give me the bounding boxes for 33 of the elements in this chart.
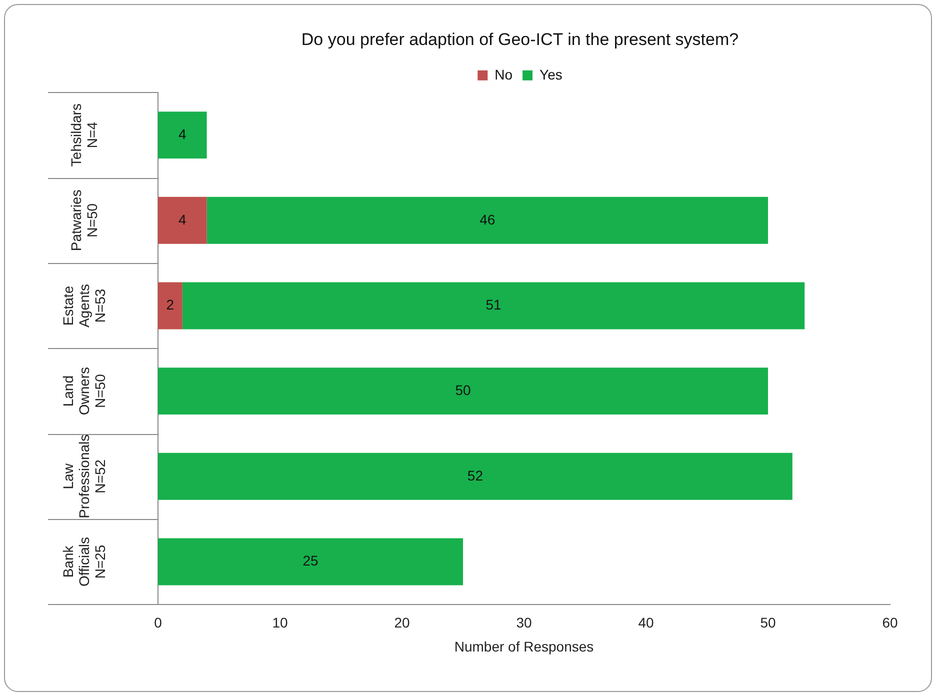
- bar: [206, 196, 768, 244]
- legend-label: No: [494, 66, 513, 82]
- bar: [158, 368, 768, 415]
- y-tick-label: Law Professionals N=52: [60, 434, 108, 518]
- x-tick-label: 20: [394, 614, 410, 631]
- data-label: 25: [302, 552, 318, 569]
- chart-title: Do you prefer adaption of Geo-ICT in the present system?: [301, 30, 739, 49]
- data-label: 4: [178, 126, 186, 142]
- data-label: 50: [455, 382, 471, 398]
- data-label: 4: [178, 211, 186, 228]
- bar: [158, 452, 792, 500]
- data-label: 46: [480, 211, 496, 228]
- y-tick-label: Tehsildars N=4: [68, 104, 100, 167]
- x-tick-label: 60: [882, 614, 898, 631]
- bar: [158, 538, 463, 586]
- y-tick-label: Land Owners N=50: [60, 366, 108, 416]
- data-label: 51: [486, 296, 502, 313]
- data-label: 52: [467, 467, 484, 484]
- bar: [158, 196, 207, 244]
- bar: [158, 112, 207, 159]
- x-tick-label: 10: [272, 614, 288, 631]
- x-tick-label: 30: [516, 614, 532, 631]
- y-tick-label: Patwaries N=50: [68, 190, 100, 252]
- x-tick-label: 40: [638, 614, 654, 631]
- y-tick-label: Estate Agents N=53: [60, 284, 108, 328]
- x-tick-label: 50: [760, 614, 776, 631]
- bar: [158, 282, 182, 330]
- x-axis-title: Number of Responses: [454, 638, 594, 654]
- legend-label: Yes: [540, 66, 562, 82]
- y-tick-label: Bank Officials N=25: [60, 536, 108, 587]
- bar: [182, 282, 805, 330]
- data-label: 2: [166, 296, 174, 313]
- x-tick-label: 0: [154, 614, 162, 631]
